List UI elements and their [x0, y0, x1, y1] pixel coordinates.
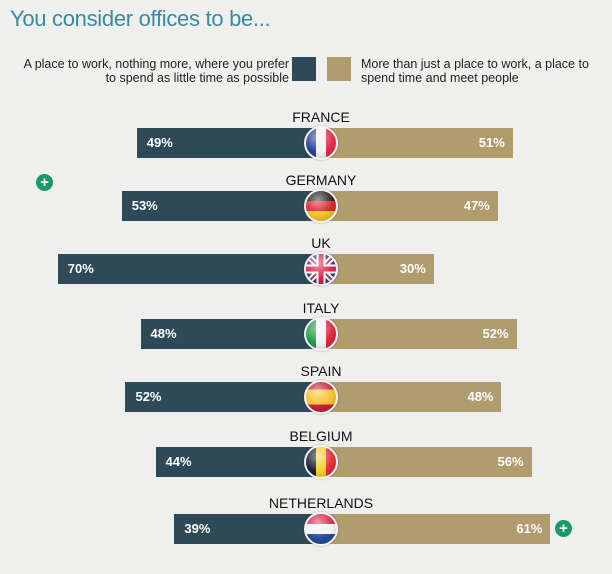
belgium-flag-icon [304, 445, 338, 479]
bar-right [321, 191, 498, 221]
value-label-left: 39% [184, 521, 211, 536]
france-flag-icon [304, 126, 338, 160]
bar-right [321, 447, 532, 477]
bar-left [121, 191, 321, 221]
value-label-right: 48% [467, 389, 494, 404]
legend-right-label: More than just a place to work, a place … [361, 57, 589, 85]
chart-row: FRANCE 49% 51% [0, 109, 612, 169]
value-label-left: 70% [67, 261, 94, 276]
value-label-right: 30% [399, 261, 426, 276]
chart-row: ITALY 48% 52% [0, 300, 612, 360]
bar-right [321, 319, 517, 349]
bar-left [140, 319, 321, 349]
bar-left [136, 128, 321, 158]
chart-row: NETHERLANDS 39% 61% [0, 495, 612, 555]
country-label: ITALY [302, 300, 340, 316]
chart-row: UK 70% 30% [0, 235, 612, 295]
plus-glyph: + [40, 174, 49, 191]
bar-right [321, 514, 551, 544]
bar-left [174, 514, 321, 544]
bar-left [155, 447, 321, 477]
bar-right [321, 382, 502, 412]
country-label: SPAIN [300, 363, 342, 379]
value-label-right: 51% [478, 135, 505, 150]
value-label-right: 56% [497, 454, 524, 469]
legend-swatch-right [327, 57, 351, 81]
germany-flag-icon [304, 189, 338, 223]
bar-right [321, 254, 434, 284]
chart-row: GERMANY 53% 47% [0, 172, 612, 232]
spain-flag-icon [304, 380, 338, 414]
country-label: UK [311, 235, 331, 251]
netherlands-flag-icon [304, 512, 338, 546]
bar-right [321, 128, 513, 158]
country-label: BELGIUM [289, 428, 353, 444]
country-label: NETHERLANDS [268, 495, 374, 511]
value-label-right: 52% [482, 326, 509, 341]
plus-glyph: + [559, 520, 568, 537]
value-label-left: 48% [150, 326, 177, 341]
chart-row: BELGIUM 44% 56% [0, 428, 612, 488]
italy-flag-icon [304, 317, 338, 351]
value-label-right: 47% [463, 198, 490, 213]
legend-swatch-left [292, 57, 316, 81]
value-label-left: 52% [135, 389, 162, 404]
legend-left-label: A place to work, nothing more, where you… [23, 57, 289, 85]
bar-left [57, 254, 321, 284]
value-label-left: 49% [146, 135, 173, 150]
value-label-left: 53% [131, 198, 158, 213]
country-label: GERMANY [285, 172, 357, 188]
uk-flag-icon [304, 252, 338, 286]
plus-circle-icon[interactable]: + [555, 520, 572, 537]
country-label: FRANCE [292, 109, 350, 125]
bar-left [125, 382, 321, 412]
chart-row: SPAIN 52% 48% [0, 363, 612, 423]
chart-title: You consider offices to be... [10, 6, 271, 31]
value-label-right: 61% [516, 521, 543, 536]
plus-circle-icon[interactable]: + [36, 174, 53, 191]
value-label-left: 44% [165, 454, 192, 469]
